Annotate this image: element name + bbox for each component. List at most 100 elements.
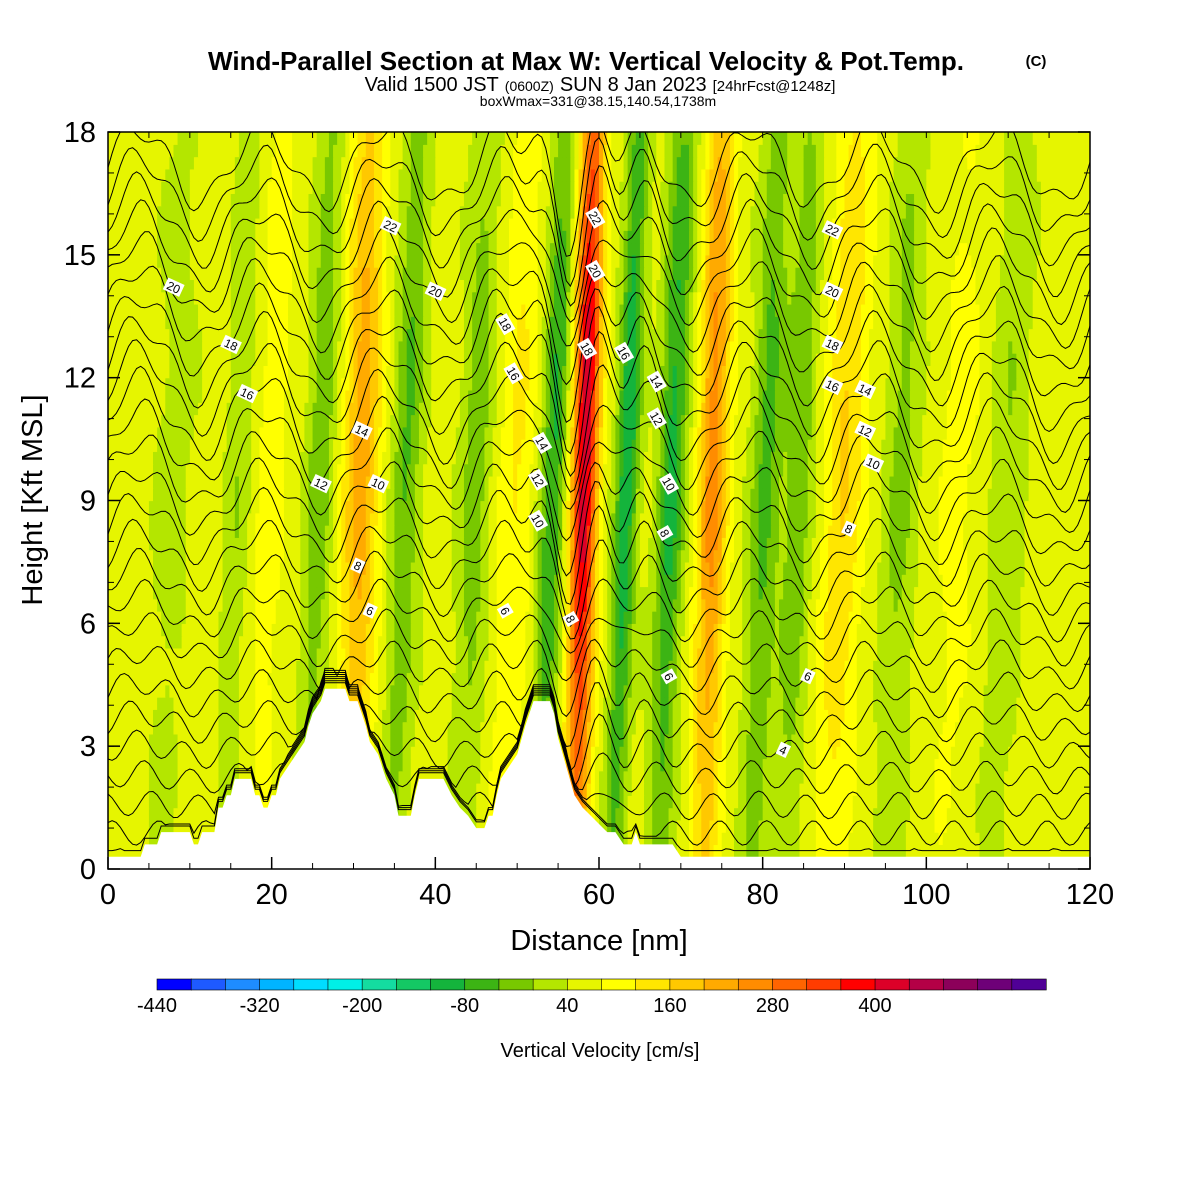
velocity-cell	[828, 647, 833, 661]
velocity-cell	[1044, 697, 1050, 710]
velocity-cell	[558, 635, 563, 649]
velocity-cell	[897, 832, 903, 846]
velocity-cell	[439, 733, 445, 747]
velocity-cell	[803, 647, 809, 661]
velocity-cell	[734, 807, 739, 821]
velocity-cell	[234, 684, 240, 698]
velocity-cell	[144, 635, 150, 649]
velocity-cell	[112, 783, 117, 796]
velocity-cell	[140, 672, 146, 686]
velocity-cell	[922, 660, 927, 674]
velocity-cell	[238, 635, 244, 649]
velocity-cell	[709, 770, 715, 784]
velocity-cell	[1065, 684, 1071, 698]
velocity-cell	[824, 611, 829, 624]
velocity-cell	[852, 832, 858, 846]
velocity-cell	[828, 672, 833, 686]
velocity-cell	[521, 660, 526, 674]
velocity-cell	[758, 635, 764, 649]
velocity-cell	[157, 758, 162, 772]
velocity-cell	[402, 770, 408, 784]
velocity-cell	[394, 721, 400, 735]
velocity-cell	[300, 647, 305, 661]
velocity-cell	[218, 758, 224, 772]
velocity-cell	[181, 807, 187, 821]
velocity-cell	[635, 733, 641, 747]
velocity-cell	[607, 758, 612, 772]
velocity-cell	[824, 672, 829, 686]
velocity-cell	[271, 623, 277, 637]
velocity-cell	[758, 660, 764, 674]
velocity-cell	[828, 684, 833, 698]
velocity-cell	[1057, 660, 1062, 674]
velocity-cell	[390, 660, 396, 674]
velocity-cell	[1036, 795, 1042, 809]
velocity-cell	[611, 770, 616, 784]
velocity-cell	[938, 770, 944, 784]
velocity-cell	[1057, 758, 1062, 772]
velocity-cell	[639, 660, 645, 674]
velocity-cell	[582, 660, 588, 674]
velocity-cell	[717, 697, 723, 710]
velocity-cell	[705, 758, 711, 772]
velocity-cell	[157, 807, 162, 821]
velocity-cell	[112, 611, 117, 624]
velocity-cell	[423, 721, 428, 735]
velocity-cell	[455, 684, 461, 698]
velocity-cell	[238, 672, 244, 686]
velocity-cell	[136, 709, 142, 723]
velocity-cell	[623, 733, 629, 747]
velocity-cell	[672, 697, 678, 710]
velocity-cell	[423, 746, 428, 760]
velocity-cell	[1032, 733, 1038, 747]
velocity-cell	[594, 660, 600, 674]
velocity-cell	[259, 635, 265, 649]
velocity-cell	[1032, 770, 1038, 784]
velocity-cell	[987, 709, 993, 723]
velocity-cell	[742, 807, 747, 821]
velocity-cell	[378, 611, 383, 624]
velocity-cell	[807, 697, 813, 710]
velocity-cell	[423, 647, 428, 661]
velocity-cell	[717, 672, 723, 686]
velocity-cell	[873, 770, 878, 784]
velocity-cell	[1036, 635, 1042, 649]
velocity-cell	[738, 611, 743, 624]
velocity-cell	[1081, 783, 1087, 796]
velocity-cell	[394, 635, 400, 649]
velocity-cell	[639, 672, 645, 686]
velocity-cell	[128, 611, 134, 624]
velocity-cell	[177, 795, 183, 809]
velocity-cell	[754, 709, 760, 723]
velocity-cell	[562, 709, 567, 723]
velocity-cell	[165, 697, 170, 710]
velocity-cell	[815, 709, 821, 723]
velocity-cell	[455, 783, 461, 796]
velocity-cell	[468, 709, 473, 723]
velocity-cell	[918, 819, 923, 833]
velocity-cell	[271, 672, 277, 686]
velocity-cell	[783, 770, 788, 784]
velocity-cell	[116, 660, 121, 674]
velocity-cell	[766, 697, 772, 710]
velocity-cell	[492, 733, 498, 747]
velocity-cell	[255, 660, 260, 674]
velocity-cell	[938, 697, 944, 710]
velocity-cell	[378, 660, 383, 674]
velocity-cell	[991, 758, 997, 772]
velocity-cell	[1040, 758, 1046, 772]
velocity-cell	[193, 807, 199, 821]
velocity-cell	[243, 660, 248, 674]
velocity-cell	[488, 697, 494, 710]
velocity-cell	[979, 783, 985, 796]
velocity-cell	[427, 697, 432, 710]
velocity-cell	[734, 721, 739, 735]
velocity-cell	[480, 672, 486, 686]
velocity-cell	[668, 783, 674, 796]
velocity-cell	[189, 623, 195, 637]
velocity-cell	[599, 660, 604, 674]
velocity-cell	[1073, 758, 1079, 772]
velocity-cell	[746, 623, 751, 637]
velocity-cell	[979, 623, 985, 637]
velocity-cell	[193, 684, 199, 698]
